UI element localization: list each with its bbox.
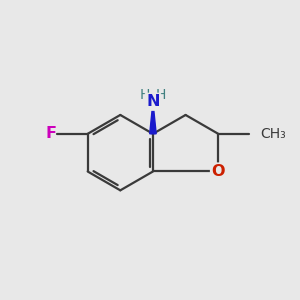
- Text: O: O: [212, 164, 225, 179]
- Text: F: F: [46, 126, 57, 141]
- Text: H: H: [140, 88, 150, 102]
- Text: CH₃: CH₃: [260, 127, 286, 141]
- Polygon shape: [150, 102, 156, 134]
- Text: H: H: [156, 88, 166, 102]
- Text: O: O: [212, 164, 225, 179]
- Text: N: N: [146, 94, 160, 109]
- Text: N: N: [146, 94, 160, 109]
